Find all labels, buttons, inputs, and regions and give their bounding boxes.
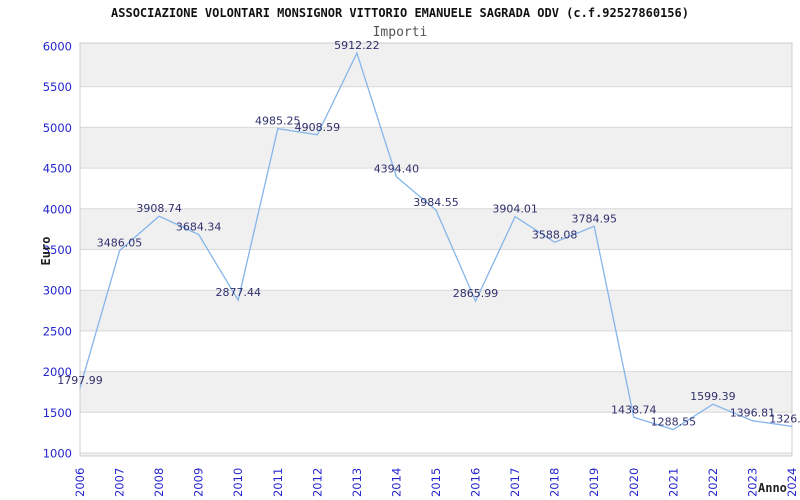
plot-band (80, 43, 792, 87)
y-tick-label: 1500 (43, 406, 72, 420)
point-label: 3784.95 (571, 212, 617, 225)
plot-band (80, 412, 792, 453)
x-tick-label: 2008 (152, 468, 166, 497)
y-tick-label: 2000 (43, 365, 72, 379)
plot-band (80, 127, 792, 169)
point-label: 3486.05 (97, 237, 143, 250)
y-tick-label: 4000 (43, 202, 72, 216)
point-label: 3908.74 (136, 202, 182, 215)
point-label: 3904.01 (492, 203, 538, 216)
point-label: 3984.55 (413, 196, 459, 209)
point-label: 1288.55 (651, 416, 697, 429)
point-label: 4985.25 (255, 115, 301, 128)
x-tick-label: 2007 (113, 468, 127, 497)
point-label: 1438.74 (611, 403, 657, 416)
y-tick-label: 4500 (43, 162, 72, 176)
x-tick-label: 2014 (389, 468, 403, 497)
x-tick-label: 2020 (627, 468, 641, 497)
point-label: 3588.08 (532, 228, 578, 241)
point-label: 2865.99 (453, 287, 499, 300)
x-tick-label: 2016 (469, 468, 483, 497)
point-label: 1396.81 (730, 407, 776, 420)
x-tick-label: 2006 (73, 468, 87, 497)
point-label: 4908.59 (295, 121, 341, 134)
x-tick-label: 2011 (271, 468, 285, 497)
x-tick-label: 2018 (548, 468, 562, 497)
plot-border (79, 42, 793, 457)
plot-band (80, 168, 792, 209)
point-label: 1326.76 (769, 412, 800, 425)
x-tick-label: 2021 (666, 468, 680, 497)
y-tick-label: 5000 (43, 121, 72, 135)
y-tick-label: 3000 (43, 284, 72, 298)
x-tick-label: 2010 (231, 468, 245, 497)
y-tick-label: 1000 (43, 447, 72, 461)
x-tick-label: 2017 (508, 468, 522, 497)
x-tick-label: 2015 (429, 468, 443, 497)
x-tick-label: 2024 (785, 468, 799, 497)
point-label: 4394.40 (374, 163, 420, 176)
point-label: 2877.44 (215, 286, 261, 299)
x-tick-label: 2022 (706, 468, 720, 497)
x-axis-title: Anno (758, 481, 787, 495)
plot-band (80, 290, 792, 331)
plot-band (80, 208, 792, 250)
point-label: 5912.22 (334, 39, 380, 52)
y-axis-title: Euro (39, 236, 53, 266)
y-tick-label: 2500 (43, 324, 72, 338)
x-tick-label: 2023 (745, 468, 759, 497)
point-label: 3684.34 (176, 220, 222, 233)
x-tick-label: 2013 (350, 468, 364, 497)
plot-band (80, 86, 792, 128)
x-tick-label: 2012 (310, 468, 324, 497)
y-tick-label: 3500 (43, 243, 72, 257)
x-tick-label: 2009 (192, 468, 206, 497)
plot-band (80, 453, 792, 456)
plot-band (80, 249, 792, 291)
point-label: 1797.99 (57, 374, 103, 387)
plot-band (80, 330, 792, 372)
plot-band (80, 371, 792, 413)
chart-title: ASSOCIAZIONE VOLONTARI MONSIGNOR VITTORI… (111, 6, 689, 20)
y-tick-label: 5500 (43, 80, 72, 94)
y-tick-label: 6000 (43, 40, 72, 54)
chart-subtitle: Importi (372, 25, 428, 40)
data-line (79, 51, 793, 431)
point-label: 1599.39 (690, 390, 736, 403)
x-tick-label: 2019 (587, 468, 601, 497)
